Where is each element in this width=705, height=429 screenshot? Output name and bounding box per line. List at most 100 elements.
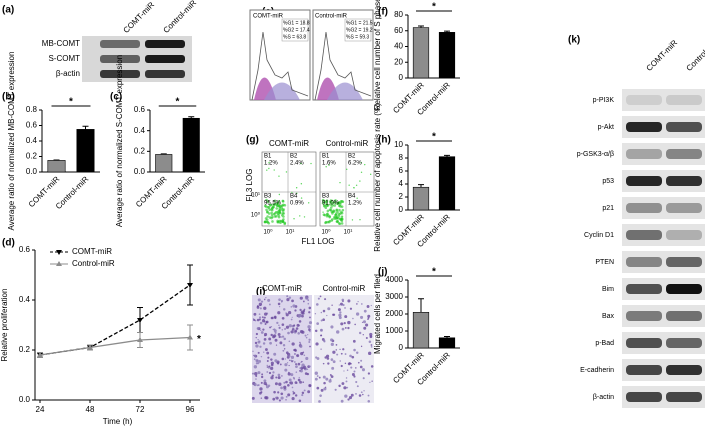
row-label: β-actin bbox=[56, 69, 80, 78]
error-bar bbox=[187, 324, 193, 351]
legend-label: COMT-miR bbox=[72, 247, 112, 256]
cell bbox=[362, 393, 364, 396]
cell bbox=[355, 380, 358, 384]
cell bbox=[253, 358, 256, 361]
event bbox=[331, 204, 334, 207]
cell bbox=[289, 382, 291, 384]
column-header: Control-miR bbox=[685, 36, 705, 73]
x-axis-label: FL1 LOG bbox=[302, 237, 335, 246]
y-tick-label: 0.0 bbox=[19, 395, 31, 404]
cell bbox=[354, 323, 356, 326]
x-tick-label: 10¹ bbox=[344, 230, 353, 236]
cell bbox=[371, 380, 373, 382]
cell bbox=[283, 308, 286, 311]
cell bbox=[282, 349, 285, 352]
cell bbox=[342, 348, 345, 351]
y-tick-label: 2000 bbox=[385, 309, 403, 318]
event bbox=[293, 218, 295, 220]
cell bbox=[258, 313, 261, 316]
cell bbox=[285, 395, 288, 398]
y-tick-label: 0.4 bbox=[134, 126, 146, 135]
cell bbox=[307, 302, 310, 305]
cell bbox=[298, 320, 302, 323]
cell bbox=[270, 316, 274, 320]
cell bbox=[267, 356, 270, 359]
cell bbox=[369, 332, 373, 337]
event bbox=[322, 199, 326, 203]
quadrant-percent: 1.6% bbox=[322, 161, 336, 167]
cell bbox=[276, 321, 279, 325]
cell bbox=[300, 361, 302, 363]
marker bbox=[187, 283, 193, 288]
cell bbox=[340, 399, 344, 403]
cell bbox=[308, 321, 313, 325]
x-tick-label: 72 bbox=[136, 405, 145, 414]
cell bbox=[287, 393, 291, 397]
quadrant-name: B4 bbox=[348, 194, 356, 200]
y-tick-label: 40 bbox=[394, 42, 403, 51]
y-tick-label: 4 bbox=[399, 179, 404, 188]
event bbox=[339, 217, 342, 221]
event bbox=[359, 219, 361, 221]
cell bbox=[267, 366, 271, 369]
cell bbox=[253, 354, 257, 358]
cell bbox=[303, 389, 306, 392]
cell bbox=[258, 302, 263, 306]
cell bbox=[260, 300, 264, 303]
cell bbox=[256, 305, 259, 308]
cell bbox=[316, 375, 319, 377]
row-label: p-GSK3-α/β bbox=[577, 151, 614, 158]
cell bbox=[269, 326, 272, 329]
blot-band bbox=[626, 392, 662, 402]
cell bbox=[283, 337, 286, 341]
y-axis-label: Relative cell number of apoptosis rate (… bbox=[373, 103, 382, 252]
cell bbox=[349, 307, 353, 310]
event bbox=[273, 212, 277, 215]
cell bbox=[293, 378, 295, 380]
cell bbox=[288, 378, 292, 382]
event bbox=[336, 220, 339, 224]
error-bar bbox=[188, 116, 195, 119]
cell bbox=[367, 394, 370, 397]
cell bbox=[280, 396, 284, 400]
cell bbox=[264, 312, 268, 316]
blot-band bbox=[666, 230, 702, 240]
event bbox=[328, 208, 332, 212]
cell bbox=[347, 320, 351, 325]
cell bbox=[265, 297, 267, 299]
event bbox=[278, 175, 280, 177]
cell bbox=[323, 381, 326, 385]
cell bbox=[280, 392, 284, 396]
cell bbox=[281, 335, 285, 338]
column-header: Control-miR bbox=[326, 139, 369, 148]
cell bbox=[301, 366, 303, 368]
cell bbox=[293, 324, 296, 327]
bar bbox=[438, 156, 456, 211]
event bbox=[265, 220, 269, 224]
event bbox=[281, 212, 285, 215]
cell bbox=[259, 321, 263, 325]
event bbox=[331, 212, 334, 215]
cell bbox=[344, 362, 347, 365]
y-axis-label: Relative proliferation bbox=[0, 289, 9, 362]
event bbox=[271, 220, 274, 223]
cell bbox=[308, 328, 311, 331]
cell bbox=[314, 377, 318, 381]
error-bar bbox=[137, 332, 143, 348]
cell bbox=[306, 368, 309, 371]
quadrant-percent: 1.2% bbox=[264, 161, 278, 167]
cell bbox=[341, 327, 345, 331]
cell bbox=[360, 359, 363, 362]
cell bbox=[266, 360, 269, 363]
blot-band bbox=[626, 338, 662, 348]
cell bbox=[322, 362, 325, 365]
event bbox=[282, 203, 285, 207]
cell bbox=[295, 363, 298, 366]
cell bbox=[347, 326, 350, 330]
event bbox=[300, 197, 303, 199]
cell bbox=[351, 373, 355, 376]
event bbox=[339, 181, 341, 184]
cell bbox=[263, 298, 266, 301]
cell bbox=[290, 330, 294, 334]
cell bbox=[353, 375, 356, 378]
